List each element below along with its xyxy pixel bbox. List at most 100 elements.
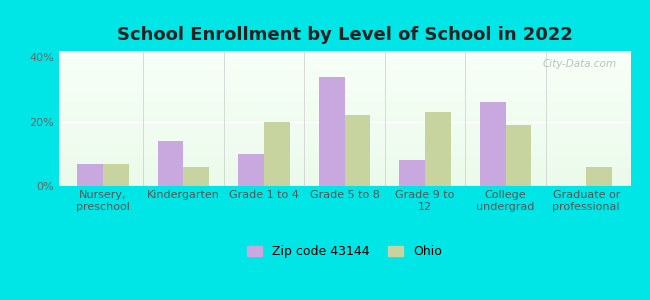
Bar <box>58 88 630 89</box>
Bar <box>58 110 630 111</box>
Bar <box>344 115 370 186</box>
Bar <box>58 174 630 175</box>
Bar <box>58 105 630 106</box>
Bar <box>58 149 630 150</box>
Bar <box>58 130 630 131</box>
Bar <box>58 70 630 71</box>
Bar <box>58 156 630 157</box>
Bar <box>58 53 630 54</box>
Bar <box>480 102 506 186</box>
Bar <box>58 147 630 148</box>
Bar <box>58 172 630 173</box>
Bar <box>58 90 630 91</box>
Bar <box>58 85 630 86</box>
Bar <box>58 141 630 142</box>
Bar <box>58 104 630 105</box>
Bar <box>58 134 630 135</box>
Bar <box>58 61 630 62</box>
Bar <box>425 112 451 186</box>
Bar <box>264 122 290 186</box>
Bar <box>58 146 630 147</box>
Bar <box>58 142 630 143</box>
Bar <box>58 130 630 131</box>
Bar <box>58 125 630 126</box>
Bar <box>58 119 630 120</box>
Title: School Enrollment by Level of School in 2022: School Enrollment by Level of School in … <box>116 26 573 44</box>
Bar <box>58 180 630 181</box>
Bar <box>58 176 630 177</box>
Bar <box>58 102 630 103</box>
Bar <box>58 171 630 172</box>
Bar <box>58 106 630 107</box>
Bar <box>58 117 630 118</box>
Bar <box>58 128 630 129</box>
Bar <box>58 79 630 80</box>
Bar <box>58 112 630 113</box>
Text: City-Data.com: City-Data.com <box>542 59 616 69</box>
Bar <box>58 115 630 116</box>
Bar <box>58 160 630 161</box>
Bar <box>58 152 630 153</box>
Bar <box>58 162 630 163</box>
Bar <box>58 143 630 144</box>
Bar <box>58 64 630 65</box>
Bar <box>58 69 630 70</box>
Bar <box>58 84 630 85</box>
Bar <box>58 153 630 154</box>
Bar <box>58 113 630 114</box>
Bar <box>58 131 630 132</box>
Bar <box>58 140 630 141</box>
Bar <box>58 111 630 112</box>
Bar <box>58 92 630 93</box>
Bar <box>58 85 630 86</box>
Bar <box>58 97 630 98</box>
Bar <box>58 96 630 97</box>
Bar <box>58 183 630 184</box>
Bar <box>58 68 630 69</box>
Bar <box>58 132 630 133</box>
Bar <box>399 160 425 186</box>
Bar <box>58 120 630 121</box>
Bar <box>58 103 630 104</box>
Bar <box>58 169 630 170</box>
Bar <box>58 158 630 159</box>
Bar <box>58 66 630 67</box>
Bar <box>58 175 630 176</box>
Bar <box>58 127 630 128</box>
Bar <box>58 98 630 99</box>
Bar <box>58 144 630 145</box>
Bar <box>58 103 630 104</box>
Bar <box>586 167 612 186</box>
Bar <box>58 123 630 124</box>
Bar <box>58 63 630 64</box>
Bar <box>58 87 630 88</box>
Bar <box>58 145 630 146</box>
Legend: Zip code 43144, Ohio: Zip code 43144, Ohio <box>242 241 447 263</box>
Bar <box>58 55 630 56</box>
Bar <box>58 150 630 151</box>
Bar <box>58 93 630 94</box>
Bar <box>58 136 630 137</box>
Bar <box>58 157 630 158</box>
Bar <box>58 77 630 78</box>
Bar <box>58 65 630 66</box>
Bar <box>58 54 630 55</box>
Bar <box>58 129 630 130</box>
Bar <box>58 109 630 110</box>
Bar <box>58 108 630 109</box>
Bar <box>103 164 129 186</box>
Bar <box>58 99 630 100</box>
Bar <box>58 168 630 169</box>
Bar <box>58 133 630 134</box>
Bar <box>58 72 630 73</box>
Bar <box>58 173 630 174</box>
Bar <box>58 184 630 185</box>
Bar <box>58 59 630 60</box>
Bar <box>58 170 630 171</box>
Bar <box>58 116 630 117</box>
Bar <box>58 122 630 123</box>
Bar <box>58 73 630 74</box>
Bar <box>58 60 630 61</box>
Bar <box>58 100 630 101</box>
Bar <box>58 178 630 179</box>
